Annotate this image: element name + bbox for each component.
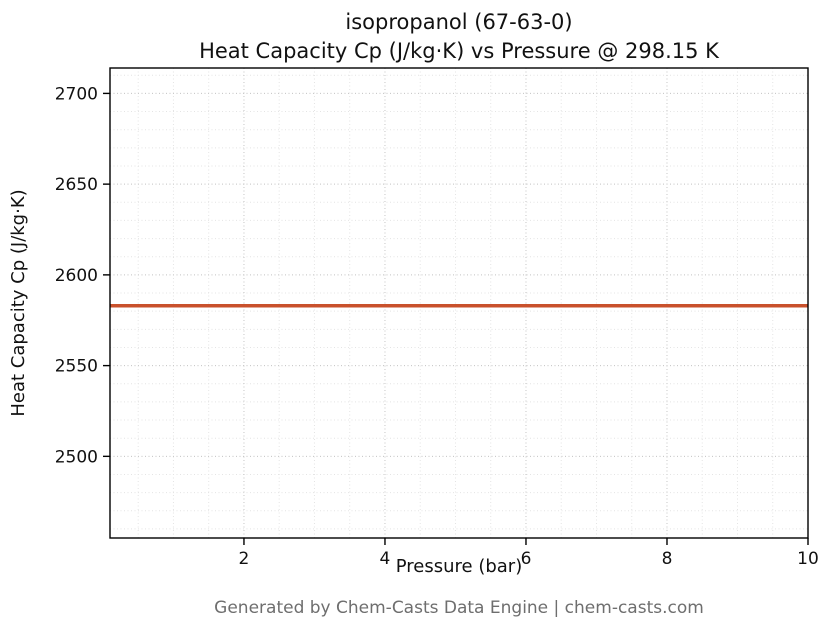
x-axis-label: Pressure (bar) <box>395 556 523 577</box>
y-axis-label: Heat Capacity Cp (J/kg·K) <box>8 189 29 417</box>
x-tick-label: 2 <box>239 549 250 569</box>
x-tick-label: 10 <box>797 549 819 569</box>
chart-title-line2: Heat Capacity Cp (J/kg·K) vs Pressure @ … <box>199 39 719 63</box>
plot-border <box>109 67 809 539</box>
y-tick-label: 2500 <box>55 447 98 467</box>
x-tick-label: 6 <box>521 549 532 569</box>
footer-credit: Generated by Chem-Casts Data Engine | ch… <box>214 598 704 618</box>
y-tick-label: 2700 <box>55 84 98 104</box>
chart-title-line1: isopropanol (67-63-0) <box>345 10 573 34</box>
chart-title: isopropanol (67-63-0) Heat Capacity Cp (… <box>110 8 808 66</box>
y-tick-label: 2650 <box>55 175 98 195</box>
y-tick-label: 2550 <box>55 357 98 377</box>
x-tick-label: 8 <box>662 549 673 569</box>
x-tick-label: 4 <box>380 549 391 569</box>
y-tick-label: 2600 <box>55 266 98 286</box>
